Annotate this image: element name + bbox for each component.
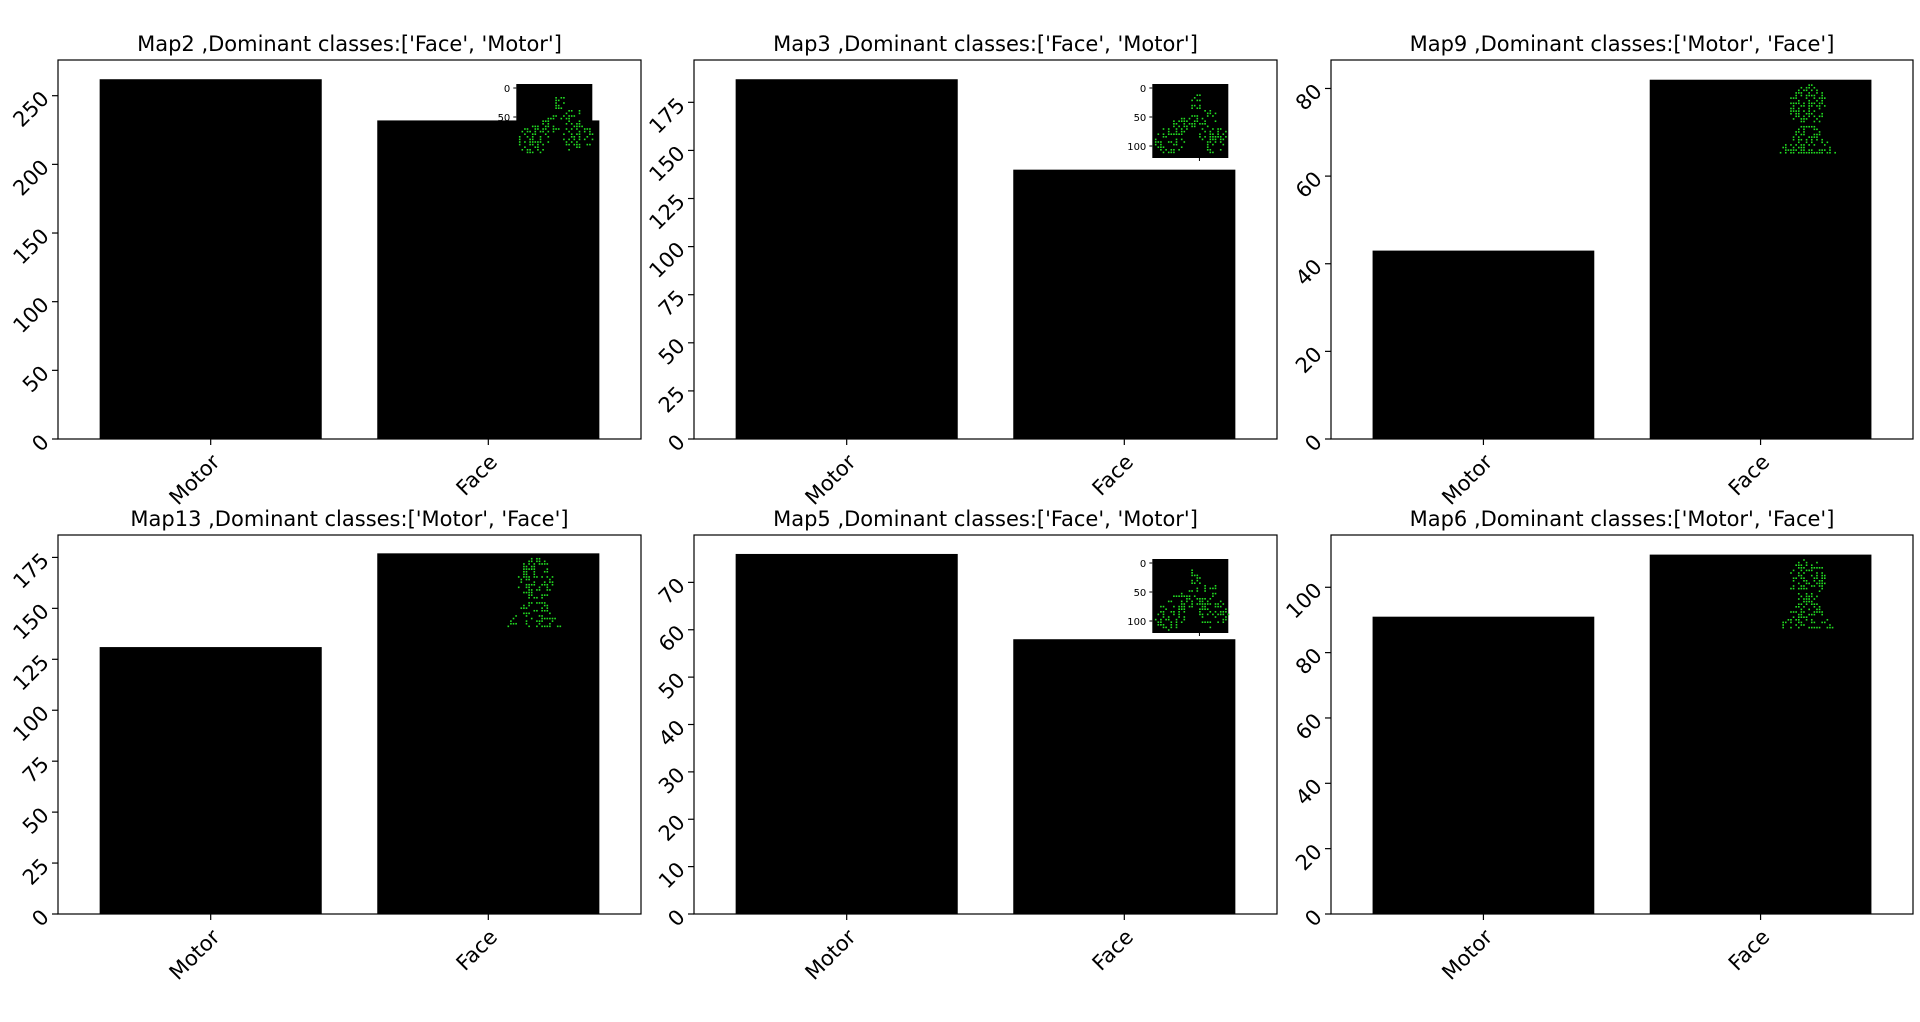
y-tick-label: 60 xyxy=(1291,167,1327,203)
y-tick-label: 25 xyxy=(18,854,54,890)
x-tick-label-face: Face xyxy=(452,925,503,976)
inset-tick-label: 50 xyxy=(1134,588,1147,599)
inset-thumbnail: 0 50 xyxy=(498,84,594,161)
chart-title: Map2 ,Dominant classes:['Face', 'Motor'] xyxy=(137,32,562,56)
bar-motor xyxy=(1372,250,1595,439)
inset-thumbnail: 0 50 100 xyxy=(1127,84,1229,161)
y-tick-label: 25 xyxy=(654,382,690,418)
bar-motor xyxy=(99,79,322,439)
x-tick-label-face: Face xyxy=(1724,925,1775,976)
y-tick-label: 175 xyxy=(644,93,689,138)
y-tick-label: 70 xyxy=(654,573,690,609)
x-tick-label-motor: Motor xyxy=(1437,450,1497,510)
x-tick-label-motor: Motor xyxy=(1437,925,1497,985)
y-tick-label: 50 xyxy=(654,334,690,370)
axes-frame xyxy=(1330,59,1914,440)
axes-frame xyxy=(57,534,642,915)
y-tick-label: 30 xyxy=(654,763,690,799)
y-tick-label: 0 xyxy=(1300,905,1326,931)
y-tick-label: 60 xyxy=(1291,709,1327,745)
inset-tick-label: 100 xyxy=(1127,617,1146,628)
inset-thumbnail xyxy=(502,555,567,628)
y-tick-label: 0 xyxy=(27,430,53,456)
inset-tick-label: 100 xyxy=(1127,142,1146,153)
y-tick-label: 75 xyxy=(18,752,54,788)
y-tick-label: 150 xyxy=(8,224,53,269)
x-tick-label-motor: Motor xyxy=(165,925,225,985)
y-tick-label: 50 xyxy=(18,361,54,397)
y-tick-label: 250 xyxy=(8,87,53,132)
chart-title: Map6 ,Dominant classes:['Motor', 'Face'] xyxy=(1410,507,1835,531)
axes-frame xyxy=(693,59,1278,440)
y-tick-label: 100 xyxy=(1281,578,1326,623)
inset-tick-label: 0 xyxy=(504,84,510,95)
y-tick-label: 0 xyxy=(663,905,689,931)
y-tick-label: 0 xyxy=(663,430,689,456)
y-tick-label: 80 xyxy=(1291,643,1327,679)
y-tick-label: 200 xyxy=(8,155,53,200)
y-tick-label: 150 xyxy=(644,141,689,186)
chart-title: Map9 ,Dominant classes:['Motor', 'Face'] xyxy=(1410,32,1835,56)
bar-motor xyxy=(735,553,958,914)
y-tick-label: 50 xyxy=(654,668,690,704)
bar-motor xyxy=(1372,616,1595,914)
chart-title: Map13 ,Dominant classes:['Motor', 'Face'… xyxy=(130,507,568,531)
x-tick-label-face: Face xyxy=(1088,925,1139,976)
y-tick-label: 0 xyxy=(1300,430,1326,456)
y-tick-label: 20 xyxy=(1291,839,1327,875)
y-tick-label: 175 xyxy=(8,548,53,593)
bar-face xyxy=(1013,639,1236,914)
y-tick-label: 0 xyxy=(27,905,53,931)
chart-panel-4: 0 25 50 75 100 125 150 175 Motor Face Map13 ,Domin… xyxy=(8,507,642,985)
chart-panel-6: 0 20 40 60 80 100 Motor Face Map6 ,Dominant clas… xyxy=(1281,507,1914,985)
bar-face xyxy=(1013,169,1236,439)
y-tick-label: 125 xyxy=(8,650,53,695)
x-tick-label-motor: Motor xyxy=(165,450,225,510)
bar-face xyxy=(377,120,600,439)
y-tick-label: 40 xyxy=(1291,255,1327,291)
y-tick-label: 40 xyxy=(654,715,690,751)
axes-frame xyxy=(1330,534,1914,915)
x-tick-label-face: Face xyxy=(1088,450,1139,501)
inset-tick-label: 50 xyxy=(498,113,511,124)
bar-motor xyxy=(99,647,322,914)
x-tick-label-face: Face xyxy=(452,450,503,501)
y-tick-label: 60 xyxy=(654,621,690,657)
y-tick-label: 100 xyxy=(644,237,689,282)
y-tick-label: 100 xyxy=(8,701,53,746)
x-tick-label-motor: Motor xyxy=(801,925,861,985)
inset-thumbnail xyxy=(1774,81,1839,154)
chart-title: Map5 ,Dominant classes:['Face', 'Motor'] xyxy=(773,507,1198,531)
inset-thumbnail xyxy=(1774,556,1839,629)
y-tick-label: 10 xyxy=(654,857,690,893)
inset-thumbnail: 0 50 100 xyxy=(1127,559,1230,636)
inset-tick-label: 0 xyxy=(1140,559,1146,570)
y-tick-label: 20 xyxy=(1291,342,1327,378)
axes-frame xyxy=(57,59,642,440)
inset-tick-label: 50 xyxy=(1134,113,1147,124)
chart-title: Map3 ,Dominant classes:['Face', 'Motor'] xyxy=(773,32,1198,56)
chart-panel-1: 0 50 0 50 100 150 200 250 Motor Face Map2 ,Dominan… xyxy=(8,32,642,510)
y-tick-label: 75 xyxy=(654,286,690,322)
y-tick-label: 100 xyxy=(8,292,53,337)
y-tick-label: 150 xyxy=(8,599,53,644)
y-tick-label: 40 xyxy=(1291,774,1327,810)
x-tick-label-face: Face xyxy=(1724,450,1775,501)
y-tick-label: 50 xyxy=(18,803,54,839)
y-tick-label: 80 xyxy=(1291,79,1327,115)
bar-motor xyxy=(735,79,958,439)
y-tick-label: 20 xyxy=(654,810,690,846)
x-tick-label-motor: Motor xyxy=(801,450,861,510)
inset-tick-label: 0 xyxy=(1140,84,1146,95)
chart-panel-3: 0 20 40 60 80 Motor Face Map9 ,Dominant classes… xyxy=(1291,32,1914,510)
chart-panel-5: 0 50 100 0 10 20 30 40 50 60 70 Motor Face Map5 ,Domi… xyxy=(654,507,1278,985)
y-tick-label: 125 xyxy=(644,189,689,234)
